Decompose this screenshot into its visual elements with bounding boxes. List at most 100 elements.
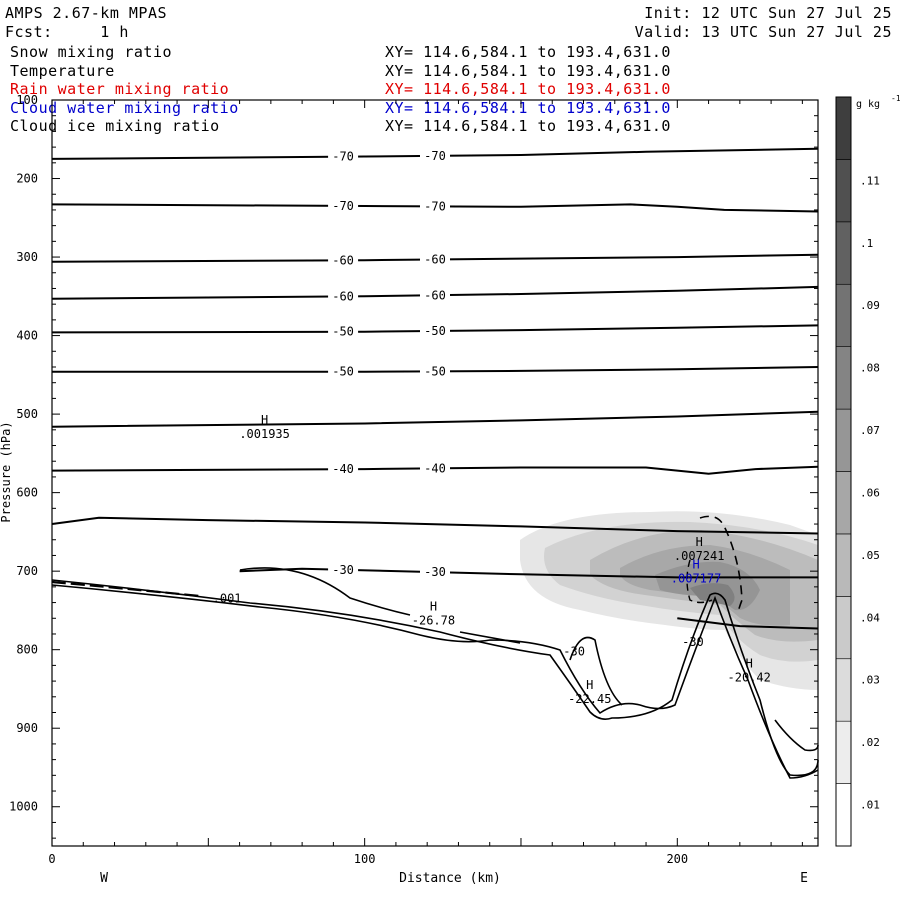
contour-label: -30 — [424, 565, 446, 579]
colorbar-tick-label: .05 — [860, 549, 880, 562]
field-range: XY= 114.6,584.1 to 193.4,631.0 — [385, 80, 671, 98]
east-label: E — [800, 871, 808, 886]
colorbar-band — [835, 283, 852, 347]
valid-time: Valid: 13 UTC Sun 27 Jul 25 — [634, 23, 892, 41]
contour-label-bg — [328, 324, 359, 339]
terrain-line — [459, 631, 521, 644]
temperature-contour — [51, 203, 819, 213]
colorbar-band — [835, 720, 852, 784]
temperature-contour — [52, 366, 819, 373]
field-range: XY= 114.6,584.1 to 193.4,631.0 — [385, 43, 671, 61]
terrain-line — [239, 567, 411, 616]
y-tick-label: 800 — [16, 643, 38, 657]
colorbar-unit-exponent: -1 — [891, 94, 900, 103]
contour-label: -60 — [332, 289, 354, 303]
max-value: .001935 — [239, 427, 290, 441]
temperature-contour — [51, 465, 819, 475]
field-range: XY= 114.6,584.1 to 193.4,631.0 — [385, 61, 671, 80]
colorbar-band — [835, 96, 852, 160]
contour-label-bg — [328, 149, 359, 164]
contour-label-bg — [420, 288, 450, 303]
cloud-ice-contour — [699, 515, 743, 613]
colorbar-tick-label: .07 — [860, 424, 880, 437]
x-tick-label: 100 — [354, 852, 376, 866]
temperature-contour — [677, 617, 819, 630]
contour-label: -50 — [332, 325, 354, 339]
temperature-contour — [51, 410, 819, 428]
mixing-ratio-shading — [520, 511, 818, 690]
contour-label-bg — [420, 565, 450, 580]
contour-label-bg — [328, 364, 359, 379]
contour-label: -50 — [424, 364, 446, 378]
field-label: Cloud water mixing ratio — [10, 98, 239, 117]
y-tick-label: 200 — [16, 172, 38, 186]
temperature-contour — [239, 567, 818, 579]
colorbar-tick-label: .1 — [860, 237, 873, 250]
colorbar-tick-label: .09 — [860, 299, 880, 312]
x-tick-label: 200 — [666, 852, 688, 866]
y-tick-label: 300 — [16, 250, 38, 264]
contour-label: -60 — [332, 253, 354, 267]
colorbar-band — [835, 783, 852, 847]
colorbar-tick-label: .06 — [860, 486, 880, 499]
contour-label-bg — [328, 253, 359, 268]
max-marker: H — [430, 599, 437, 613]
contour-annotation: -30 — [563, 644, 585, 658]
contour-label: -70 — [424, 199, 446, 213]
contour-label-bg — [420, 252, 450, 267]
max-value: -20.42 — [728, 671, 771, 685]
model-title: AMPS 2.67-km MPAS — [5, 4, 168, 22]
contour-label: -30 — [332, 563, 354, 577]
terrain-line — [51, 584, 819, 779]
y-tick-label: 600 — [16, 486, 38, 500]
y-tick-label: 1000 — [9, 800, 38, 814]
colorbar-band — [835, 658, 852, 722]
colorbar-band — [835, 533, 852, 597]
plot-border — [51, 99, 819, 847]
colorbar-unit: g kg — [856, 99, 880, 110]
field-label: Cloud ice mixing ratio — [10, 117, 220, 135]
terrain-line — [51, 579, 819, 777]
field-label: Temperature — [10, 61, 115, 80]
max-value: .007177 — [671, 572, 722, 586]
temperature-contour — [51, 253, 819, 263]
contour-label: -40 — [332, 462, 354, 476]
y-tick-label: 400 — [16, 329, 38, 343]
field-label: Snow mixing ratio — [10, 43, 173, 61]
y-axis-title: Pressure (hPa) — [0, 421, 13, 522]
contour-annotation: .001 — [213, 592, 242, 606]
plot-labels: 100 200 300 400 500 600 700 800 900 1000 0 100 200 Di… — [0, 93, 808, 886]
max-marker: H — [586, 678, 593, 692]
y-tick-label: 900 — [16, 721, 38, 735]
x-tick-label: 0 — [48, 852, 55, 866]
terrain-lines — [51, 515, 819, 779]
max-marker: H — [746, 657, 753, 671]
temperature-contour — [51, 147, 819, 160]
contour-label: -70 — [424, 149, 446, 163]
west-label: W — [100, 871, 108, 886]
max-marker: H — [692, 558, 699, 572]
contour-label-bg — [328, 462, 359, 477]
contour-label: -40 — [424, 461, 446, 475]
temperature-contour — [51, 516, 819, 535]
contour-label-bg — [420, 461, 450, 476]
contour-label: -70 — [332, 150, 354, 164]
colorbar-band — [835, 408, 852, 472]
colorbar-tick-label: .01 — [860, 799, 880, 812]
y-tick-label: 500 — [16, 407, 38, 421]
field-label: Rain water mixing ratio — [10, 80, 230, 98]
colorbar-band — [835, 596, 852, 660]
contour-label-bg — [328, 198, 359, 213]
temperature-contours: -70 -70 -70 -70 -60 -60 -60 -60 -50 -50 -50 -50 -40 -… — [51, 147, 819, 630]
max-value: .007241 — [674, 549, 725, 563]
contour-label-bg — [420, 199, 450, 214]
colorbar-tick-label: .11 — [860, 174, 880, 187]
colorbar-tick-label: .02 — [860, 736, 880, 749]
max-value: -22.45 — [568, 692, 611, 706]
max-marker: H — [261, 413, 268, 427]
x-axis-title: Distance (km) — [399, 871, 501, 886]
contour-label: -50 — [424, 324, 446, 338]
field-range: XY= 114.6,584.1 to 193.4,631.0 — [385, 98, 671, 117]
init-time: Init: 12 UTC Sun 27 Jul 25 — [644, 4, 892, 22]
